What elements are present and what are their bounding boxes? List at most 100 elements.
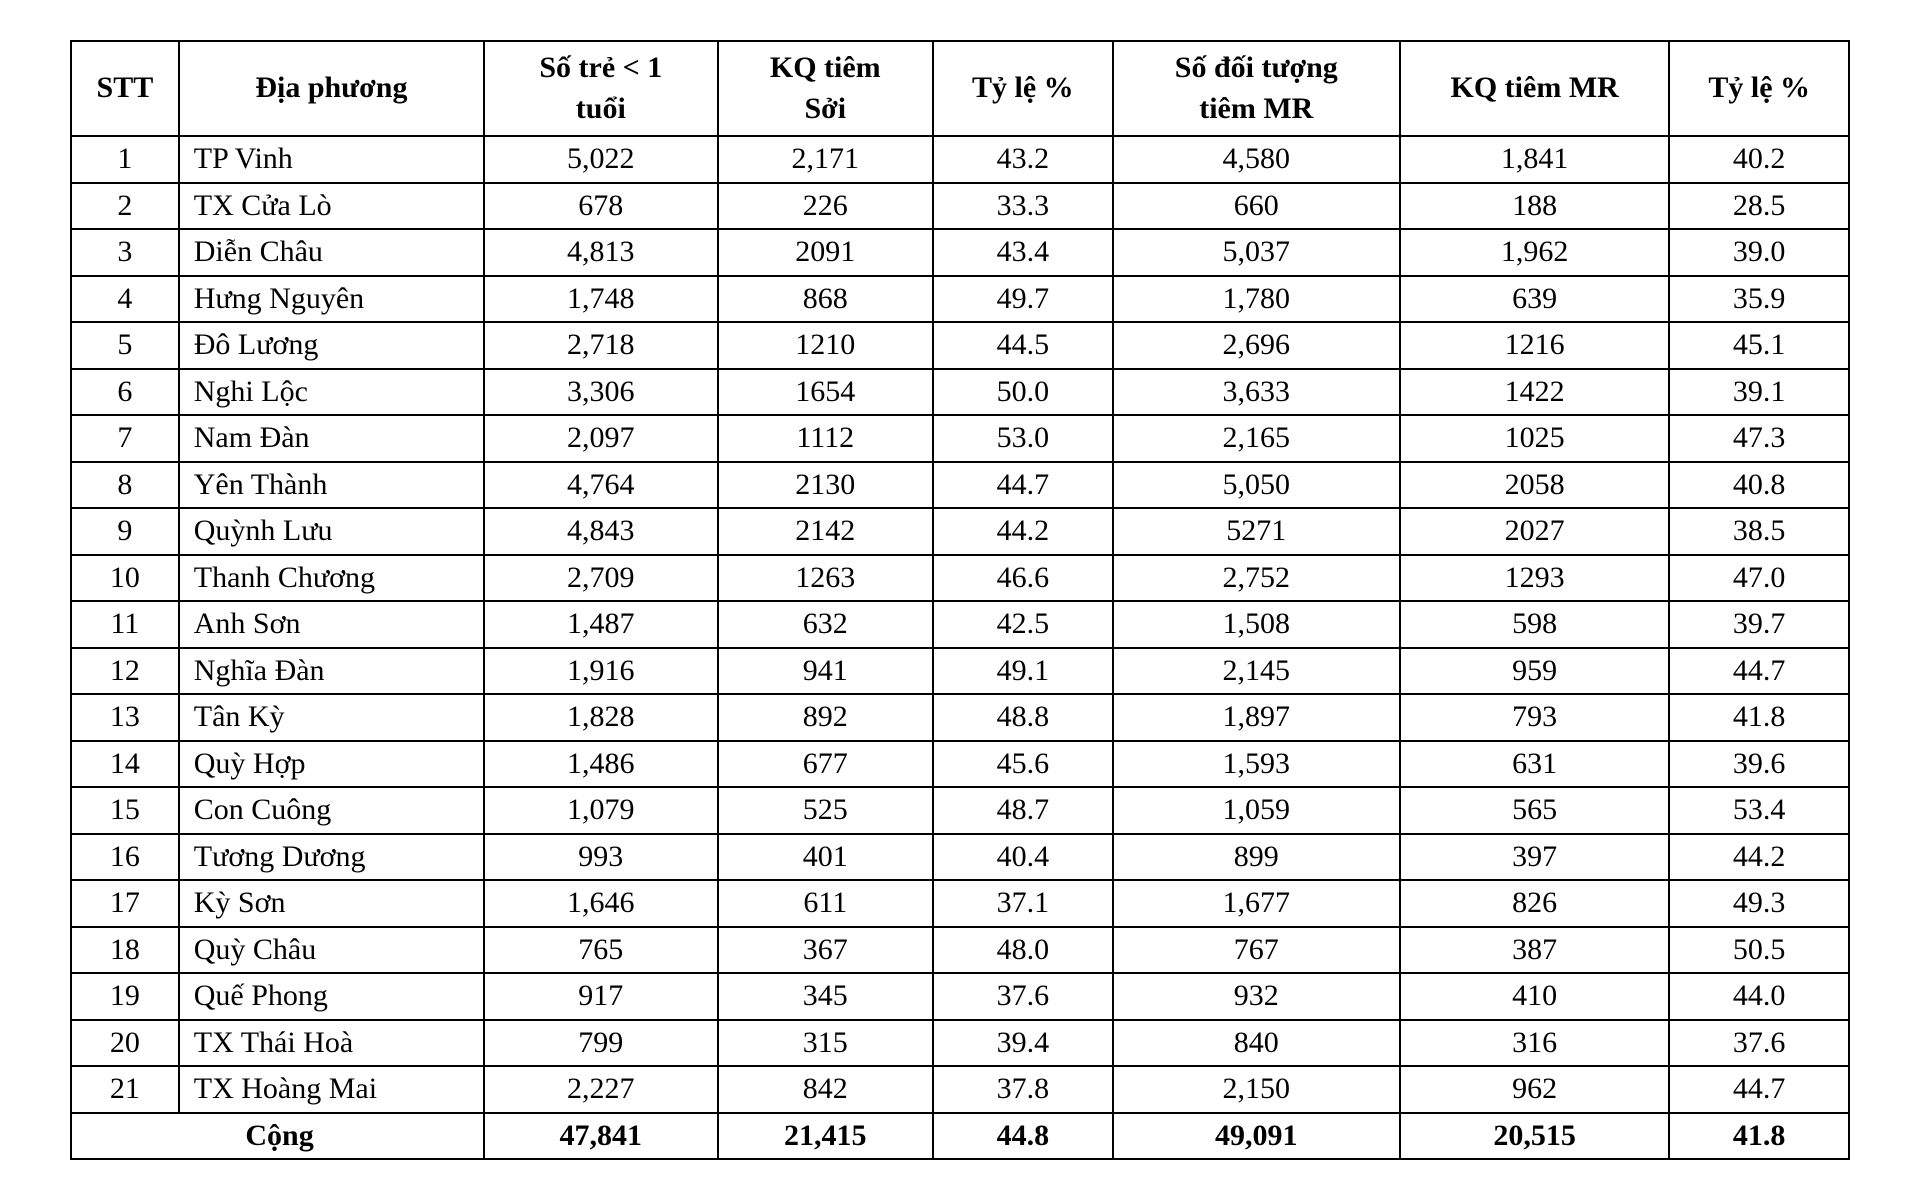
- cell-tl2: 47.3: [1669, 415, 1849, 462]
- cell-dp: Đô Lương: [179, 322, 484, 369]
- cell-stt: 6: [71, 369, 179, 416]
- cell-num: 765: [484, 927, 717, 974]
- cell-tl1: 37.6: [933, 973, 1113, 1020]
- table-row: 15Con Cuông1,07952548.71,05956553.4: [71, 787, 1849, 834]
- cell-dtmr: 767: [1113, 927, 1400, 974]
- cell-kqmr: 1422: [1400, 369, 1669, 416]
- cell-num: 799: [484, 1020, 717, 1067]
- table-row: 9Quỳnh Lưu4,843214244.25271202738.5: [71, 508, 1849, 555]
- cell-kqmr: 387: [1400, 927, 1669, 974]
- cell-dp: Nghi Lộc: [179, 369, 484, 416]
- cell-kqs: 2130: [718, 462, 934, 509]
- cell-kqs: 367: [718, 927, 934, 974]
- col-header-num: Số trẻ < 1tuổi: [484, 41, 717, 136]
- cell-tl1: 50.0: [933, 369, 1113, 416]
- table-row: 12Nghĩa Đàn1,91694149.12,14595944.7: [71, 648, 1849, 695]
- cell-tl1: 37.8: [933, 1066, 1113, 1113]
- cell-tl1: 53.0: [933, 415, 1113, 462]
- cell-tl2: 44.0: [1669, 973, 1849, 1020]
- cell-tl1: 46.6: [933, 555, 1113, 602]
- cell-stt: 2: [71, 183, 179, 230]
- cell-stt: 9: [71, 508, 179, 555]
- cell-kqmr: 1,962: [1400, 229, 1669, 276]
- cell-dp: Con Cuông: [179, 787, 484, 834]
- cell-kqmr: 1293: [1400, 555, 1669, 602]
- cell-stt: 7: [71, 415, 179, 462]
- table-row: 21TX Hoàng Mai2,22784237.82,15096244.7: [71, 1066, 1849, 1113]
- table-row: 6Nghi Lộc3,306165450.03,633142239.1: [71, 369, 1849, 416]
- cell-kqs: 315: [718, 1020, 934, 1067]
- cell-tl1: 44.5: [933, 322, 1113, 369]
- cell-kqs: 941: [718, 648, 934, 695]
- table-row: 1TP Vinh5,0222,17143.24,5801,84140.2: [71, 136, 1849, 183]
- cell-kqs: 1263: [718, 555, 934, 602]
- cell-dp: Tương Dương: [179, 834, 484, 881]
- total-kqs: 21,415: [718, 1113, 934, 1160]
- total-label: Cộng: [71, 1113, 484, 1160]
- cell-kqs: 1210: [718, 322, 934, 369]
- table-row: 8Yên Thành4,764213044.75,050205840.8: [71, 462, 1849, 509]
- cell-dp: Thanh Chương: [179, 555, 484, 602]
- cell-kqmr: 793: [1400, 694, 1669, 741]
- cell-num: 993: [484, 834, 717, 881]
- cell-tl1: 44.7: [933, 462, 1113, 509]
- cell-tl2: 28.5: [1669, 183, 1849, 230]
- cell-dtmr: 1,677: [1113, 880, 1400, 927]
- cell-kqmr: 565: [1400, 787, 1669, 834]
- cell-stt: 5: [71, 322, 179, 369]
- cell-stt: 20: [71, 1020, 179, 1067]
- total-num: 47,841: [484, 1113, 717, 1160]
- cell-tl2: 40.2: [1669, 136, 1849, 183]
- cell-kqs: 868: [718, 276, 934, 323]
- cell-dp: TX Cửa Lò: [179, 183, 484, 230]
- cell-kqs: 2142: [718, 508, 934, 555]
- table-row: 2TX Cửa Lò67822633.366018828.5: [71, 183, 1849, 230]
- cell-kqs: 1654: [718, 369, 934, 416]
- cell-dtmr: 840: [1113, 1020, 1400, 1067]
- table-row: 5Đô Lương2,718121044.52,696121645.1: [71, 322, 1849, 369]
- cell-dp: TX Hoàng Mai: [179, 1066, 484, 1113]
- cell-dtmr: 1,897: [1113, 694, 1400, 741]
- col-header-dtmr: Số đối tượngtiêm MR: [1113, 41, 1400, 136]
- cell-num: 1,646: [484, 880, 717, 927]
- cell-dtmr: 2,752: [1113, 555, 1400, 602]
- cell-tl1: 43.2: [933, 136, 1113, 183]
- cell-num: 3,306: [484, 369, 717, 416]
- cell-stt: 11: [71, 601, 179, 648]
- cell-dtmr: 1,508: [1113, 601, 1400, 648]
- cell-stt: 4: [71, 276, 179, 323]
- cell-dp: TX Thái Hoà: [179, 1020, 484, 1067]
- cell-num: 1,486: [484, 741, 717, 788]
- col-header-dp: Địa phương: [179, 41, 484, 136]
- cell-tl1: 39.4: [933, 1020, 1113, 1067]
- cell-num: 1,748: [484, 276, 717, 323]
- table-row: 17Kỳ Sơn1,64661137.11,67782649.3: [71, 880, 1849, 927]
- cell-kqs: 525: [718, 787, 934, 834]
- cell-kqmr: 397: [1400, 834, 1669, 881]
- cell-tl2: 39.1: [1669, 369, 1849, 416]
- cell-tl1: 37.1: [933, 880, 1113, 927]
- table-row: 20TX Thái Hoà79931539.484031637.6: [71, 1020, 1849, 1067]
- cell-kqmr: 2058: [1400, 462, 1669, 509]
- cell-tl1: 40.4: [933, 834, 1113, 881]
- table-row: 11Anh Sơn1,48763242.51,50859839.7: [71, 601, 1849, 648]
- cell-num: 5,022: [484, 136, 717, 183]
- cell-stt: 15: [71, 787, 179, 834]
- cell-kqs: 892: [718, 694, 934, 741]
- cell-num: 1,828: [484, 694, 717, 741]
- cell-dtmr: 2,145: [1113, 648, 1400, 695]
- cell-kqs: 611: [718, 880, 934, 927]
- cell-num: 2,709: [484, 555, 717, 602]
- cell-num: 1,079: [484, 787, 717, 834]
- cell-dp: Quỳ Hợp: [179, 741, 484, 788]
- cell-tl1: 49.1: [933, 648, 1113, 695]
- cell-stt: 19: [71, 973, 179, 1020]
- cell-kqmr: 959: [1400, 648, 1669, 695]
- cell-tl2: 39.6: [1669, 741, 1849, 788]
- cell-dp: Quỳnh Lưu: [179, 508, 484, 555]
- cell-stt: 1: [71, 136, 179, 183]
- cell-dtmr: 932: [1113, 973, 1400, 1020]
- cell-dtmr: 1,780: [1113, 276, 1400, 323]
- cell-dp: Diễn Châu: [179, 229, 484, 276]
- cell-stt: 10: [71, 555, 179, 602]
